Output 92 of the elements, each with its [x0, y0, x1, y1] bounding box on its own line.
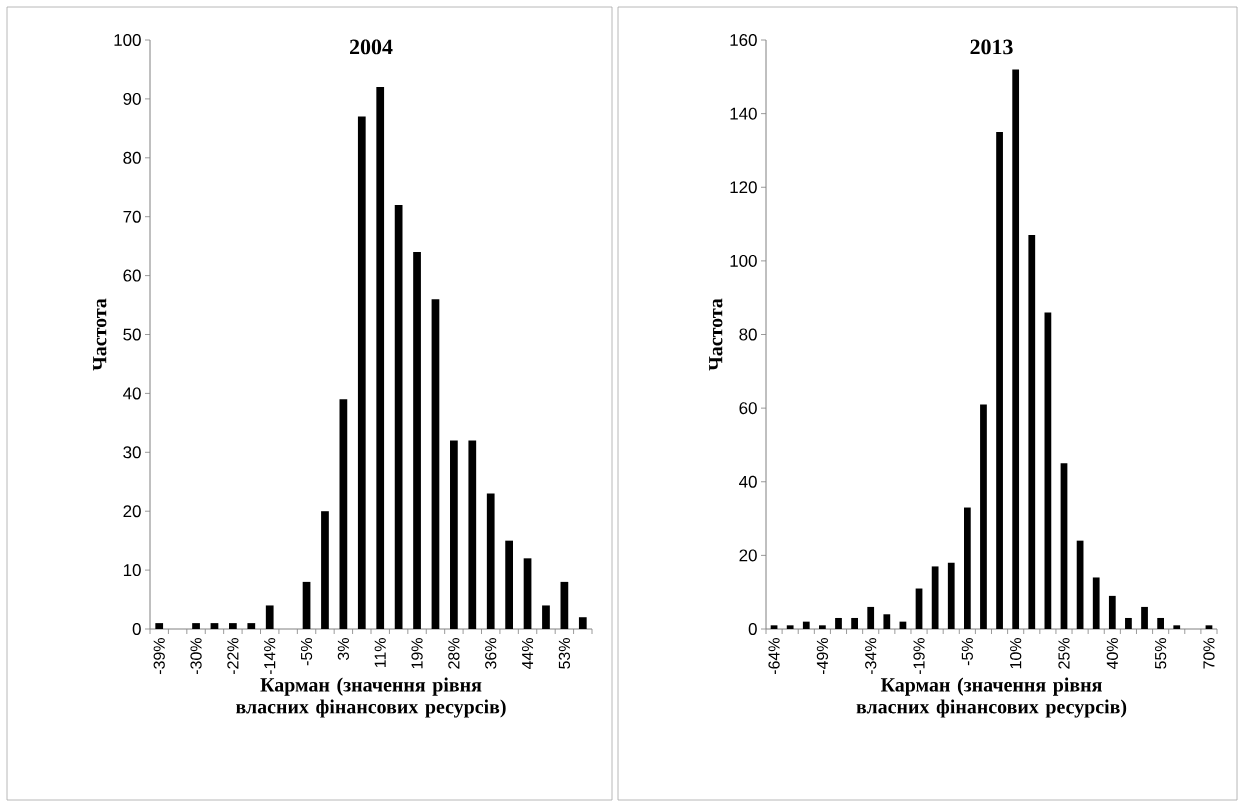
bar — [963, 507, 971, 630]
x-tick-label: -64% — [768, 638, 780, 675]
bar — [450, 440, 458, 630]
bar — [770, 625, 778, 630]
bar — [321, 511, 329, 630]
y-tick-label: 160 — [730, 34, 757, 46]
x-axis-title: Карман (значення рівня власних фінансових ресурсів) — [236, 677, 506, 718]
bar — [802, 621, 810, 630]
x-tick-label: 55% — [1155, 638, 1167, 669]
bar — [1092, 577, 1100, 630]
y-tick-label: 30 — [123, 446, 141, 459]
x-tick-label: 28% — [448, 638, 460, 669]
y-tick-label: 20 — [123, 505, 141, 518]
y-tick-label: 40 — [123, 387, 141, 400]
bar — [819, 625, 826, 630]
x-axis-title: Карман (значення рівня власних фінансових ресурсів) — [856, 677, 1127, 718]
bar — [542, 605, 550, 630]
y-tick-label: 100 — [730, 254, 757, 267]
bar — [468, 440, 477, 630]
x-tick-label: 36% — [485, 638, 497, 669]
y-tick-label: 140 — [730, 107, 757, 120]
bar — [155, 623, 164, 630]
x-tick-label: -22% — [227, 638, 239, 675]
bar — [980, 404, 987, 630]
bar — [786, 625, 794, 630]
x-tick-label: -5% — [300, 638, 313, 666]
bar — [851, 617, 858, 630]
y-tick-label: 60 — [123, 269, 141, 282]
x-tick-label: 10% — [1010, 638, 1022, 669]
y-tick-label: 40 — [739, 475, 757, 488]
y-tick-label: 10 — [123, 564, 141, 577]
y-tick-label: 60 — [739, 402, 757, 415]
bar — [210, 623, 219, 630]
bar — [265, 605, 274, 630]
bar — [1125, 617, 1132, 630]
x-tick-label: 40% — [1106, 638, 1118, 670]
y-tick-label: 50 — [123, 328, 141, 341]
y-tick-label: 20 — [739, 549, 757, 562]
x-tick-label: -34% — [865, 638, 877, 675]
bar — [302, 581, 311, 630]
bar — [1173, 625, 1181, 630]
bar — [229, 623, 237, 630]
y-tick-label: 90 — [123, 92, 141, 105]
bar — [394, 204, 403, 630]
bar — [247, 623, 256, 630]
bar — [931, 566, 939, 630]
bar — [560, 581, 569, 630]
bar — [505, 540, 513, 630]
y-tick-label: 80 — [123, 151, 141, 164]
x-tick-label: 3% — [337, 638, 350, 660]
bar — [339, 399, 348, 630]
bar — [357, 116, 366, 630]
bar — [867, 606, 875, 630]
bar — [523, 558, 532, 630]
bar — [835, 617, 842, 630]
bar — [413, 252, 421, 630]
bar — [947, 562, 955, 630]
bar — [1157, 617, 1165, 630]
y-axis-title: Частота — [93, 298, 107, 371]
x-tick-label: 19% — [411, 638, 423, 669]
bar — [883, 614, 891, 630]
x-tick-label: -5% — [961, 638, 973, 666]
x-tick-label: 70% — [1203, 638, 1215, 669]
y-axis-title: Частота — [709, 298, 723, 371]
bar — [1205, 625, 1213, 630]
x-tick-label: -49% — [816, 638, 829, 675]
y-tick-label: 120 — [730, 181, 757, 194]
bar — [996, 132, 1003, 630]
bar — [578, 617, 587, 630]
x-tick-label: -39% — [153, 638, 165, 675]
bar — [192, 623, 200, 630]
x-tick-label: 25% — [1058, 638, 1070, 669]
y-tick-label: 70 — [123, 210, 141, 223]
bar — [431, 299, 440, 630]
y-tick-label: 0 — [748, 623, 757, 636]
bar — [486, 493, 495, 630]
bar — [376, 87, 385, 630]
y-tick-label: 100 — [114, 34, 141, 46]
bar — [1012, 69, 1020, 630]
x-tick-label: -30% — [190, 638, 202, 675]
x-tick-label: 11% — [374, 638, 386, 668]
x-tick-label: 44% — [521, 638, 534, 670]
bar — [1141, 606, 1148, 630]
bar — [1028, 235, 1036, 630]
bar — [1108, 595, 1116, 630]
chart-title: 2013 — [970, 39, 1013, 55]
x-tick-label: -19% — [913, 638, 925, 675]
y-tick-label: 80 — [739, 328, 757, 341]
chart-title: 2004 — [350, 39, 393, 55]
y-tick-label: 0 — [132, 623, 141, 636]
x-tick-label: 53% — [558, 638, 571, 669]
x-tick-label: -14% — [264, 638, 276, 675]
